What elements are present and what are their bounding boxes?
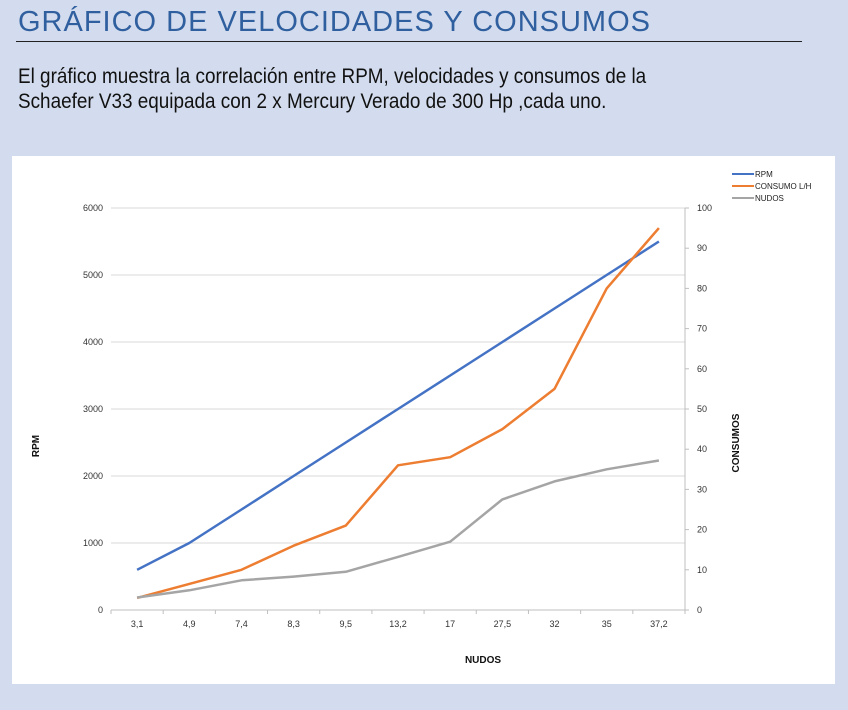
y-right-tick-label: 0 [697,605,702,615]
y-right-tick-label: 50 [697,404,707,414]
x-axis-ticks: 3,1 4,9 7,4 8,3 9,5 13,2 17 27,5 32 35 37,2 [131,619,668,629]
chart-legend: RPM CONSUMO L/H NUDOS [732,170,812,203]
y-right-tick-label: 30 [697,484,707,494]
y-left-tick-label: 3000 [83,404,103,414]
chart-card: 0 1000 2000 3000 4000 5000 6000 0 10 20 30 40 50 60 7… [12,156,835,684]
chart-series [136,227,660,600]
right-axis-ticks: 0 10 20 30 40 50 60 70 80 90 100 [697,203,712,615]
line-chart: 0 1000 2000 3000 4000 5000 6000 0 10 20 30 40 50 60 7… [31,170,812,666]
intro-line-1: El gráfico muestra la correlación entre … [18,65,647,88]
x-tick-label: 3,1 [131,619,144,629]
y-left-tick-label: 6000 [83,203,103,213]
x-tick-label: 27,5 [494,619,512,629]
y-left-tick-label: 1000 [83,538,103,548]
y-right-tick-label: 20 [697,525,707,535]
x-tick-label: 17 [445,619,455,629]
series-line-consumo-l-h [136,227,660,600]
left-axis-ticks: 0 1000 2000 3000 4000 5000 6000 [83,203,103,615]
x-tick-label: 37,2 [650,619,668,629]
intro-text: El gráfico muestra la correlación entre … [18,64,720,114]
y-left-tick-label: 2000 [83,471,103,481]
legend-label: CONSUMO L/H [755,182,812,191]
x-tick-label: 35 [602,619,612,629]
y-left-tick-label: 0 [98,605,103,615]
x-tick-label: 7,4 [235,619,248,629]
y-right-tick-label: 90 [697,243,707,253]
y-axis-left-label: RPM [31,435,42,457]
y-right-tick-label: 10 [697,565,707,575]
y-right-tick-label: 100 [697,203,712,213]
intro-line-2: Schaefer V33 equipada con 2 x Mercury Ve… [18,90,607,113]
title-divider [16,41,802,42]
y-right-tick-label: 80 [697,283,707,293]
x-tick-label: 8,3 [287,619,300,629]
y-right-tick-label: 40 [697,444,707,454]
page-title: GRÁFICO DE VELOCIDADES Y CONSUMOS [18,6,651,38]
series-line-rpm [136,240,660,571]
y-left-tick-label: 5000 [83,270,103,280]
legend-label: NUDOS [755,194,784,203]
y-left-tick-label: 4000 [83,337,103,347]
legend-label: RPM [755,170,773,179]
y-right-tick-label: 60 [697,364,707,374]
series-line-nudos [136,459,660,599]
x-tick-label: 9,5 [340,619,353,629]
x-axis-label: NUDOS [465,655,501,666]
x-tick-label: 4,9 [183,619,196,629]
y-axis-right-label: CONSUMOS [731,413,742,472]
x-tick-label: 13,2 [389,619,407,629]
y-right-tick-label: 70 [697,324,707,334]
x-tick-label: 32 [550,619,560,629]
chart-grid [110,207,689,614]
